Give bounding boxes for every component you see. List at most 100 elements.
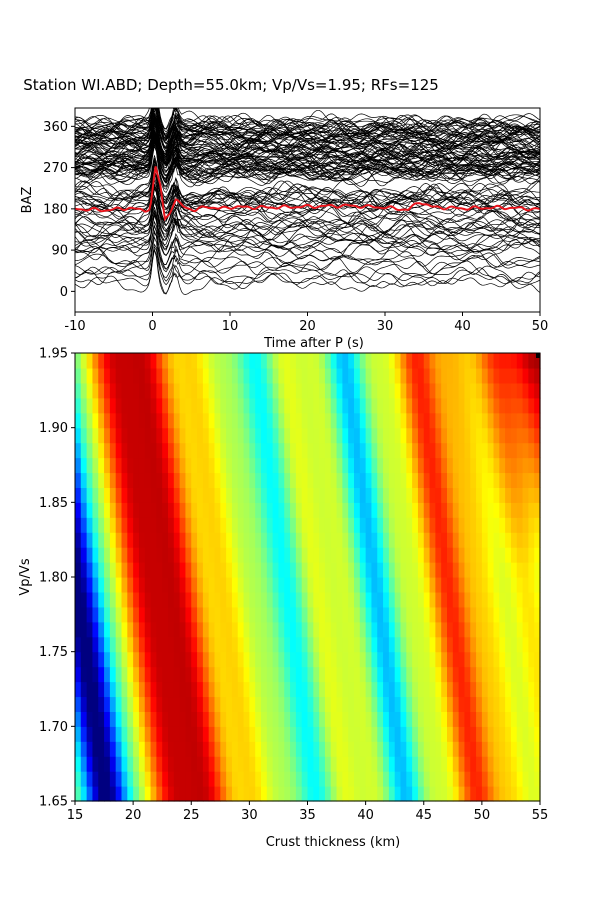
heatmap-cell <box>481 636 489 653</box>
heatmap-cell <box>168 412 175 429</box>
heatmap-cell <box>121 517 128 533</box>
heatmap-cell <box>528 681 535 698</box>
heatmap-cell <box>115 472 123 488</box>
heatmap-cell <box>121 502 128 518</box>
heatmap-cell <box>510 621 518 638</box>
heatmap-cell <box>301 696 309 712</box>
heatmap-cell <box>365 517 373 533</box>
heatmap-cell <box>528 442 535 459</box>
heatmap-cell <box>173 696 181 712</box>
heatmap-cell <box>499 442 506 459</box>
heatmap-cell <box>243 532 250 548</box>
heatmap-cell <box>336 591 343 608</box>
heatmap-cell <box>319 472 326 488</box>
heatmap-cell <box>377 487 384 503</box>
heatmap-cell <box>330 457 338 474</box>
heatmap-cell <box>121 472 128 488</box>
heatmap-cell <box>98 577 105 593</box>
heatmap-cell <box>528 666 535 683</box>
heatmap-cell <box>290 726 297 742</box>
heatmap-cell <box>301 472 309 488</box>
heatmap-cell <box>394 562 402 578</box>
heatmap-cell <box>476 457 483 474</box>
heatmap-cell <box>458 681 466 698</box>
heatmap-cell <box>208 696 216 712</box>
heatmap-cell <box>150 741 157 757</box>
heatmap-cell <box>423 591 431 608</box>
heatmap-cell <box>516 532 524 548</box>
heatmap-cell <box>516 367 524 384</box>
heatmap-cell <box>377 382 384 399</box>
heatmap-cell <box>423 606 431 623</box>
bottom-x-axis-label: Crust thickness (km) <box>266 835 401 850</box>
heatmap-cell <box>330 353 338 369</box>
heatmap-cell <box>284 696 291 712</box>
heatmap-cell <box>365 786 373 802</box>
heatmap-cell <box>109 487 117 503</box>
heatmap-cell <box>447 771 454 787</box>
heatmap-cell <box>510 412 518 429</box>
heatmap-cell <box>499 517 506 533</box>
heatmap-cell <box>278 636 285 653</box>
heatmap-cell <box>336 681 343 698</box>
heatmap-cell <box>307 696 314 712</box>
heatmap-cell <box>476 397 483 414</box>
heatmap-cell <box>371 726 378 742</box>
heatmap-cell <box>295 786 303 802</box>
heatmap-cell <box>249 651 256 668</box>
heatmap-cell <box>324 741 332 757</box>
heatmap-cell <box>121 547 128 563</box>
heatmap-cell <box>237 696 245 712</box>
heatmap-cell <box>516 547 524 563</box>
heatmap-cell <box>290 412 297 429</box>
heatmap-cell <box>330 382 338 399</box>
heatmap-cell <box>406 547 413 563</box>
heatmap-cell <box>237 427 245 444</box>
heatmap-cell <box>237 681 245 698</box>
heatmap-cell <box>266 577 274 593</box>
heatmap-cell <box>150 621 157 638</box>
heatmap-cell <box>173 472 181 488</box>
heatmap-cell <box>383 472 390 488</box>
heatmap-cell <box>109 532 117 548</box>
heatmap-cell <box>476 636 483 653</box>
heatmap-cell <box>249 502 256 518</box>
heatmap-cell <box>371 487 378 503</box>
heatmap-cell <box>208 397 216 414</box>
heatmap-cell <box>435 666 442 683</box>
heatmap-cell <box>365 532 373 548</box>
heatmap-cell <box>249 487 256 503</box>
heatmap-cell <box>121 726 128 742</box>
heatmap-cell <box>359 577 367 593</box>
y-tick-label: 1.75 <box>39 645 68 660</box>
heatmap-cell <box>307 547 314 563</box>
heatmap-cell <box>75 397 82 414</box>
heatmap-cell <box>470 532 477 548</box>
heatmap-cell <box>284 756 291 772</box>
heatmap-cell <box>464 591 471 608</box>
heatmap-cell <box>150 412 157 429</box>
heatmap-cell <box>208 487 216 503</box>
heatmap-cell <box>261 382 268 399</box>
heatmap-cell <box>342 427 349 444</box>
heatmap-cell <box>388 696 396 712</box>
heatmap-cell <box>487 577 495 593</box>
heatmap-cell <box>266 353 274 369</box>
heatmap-cell <box>214 397 221 414</box>
heatmap-cell <box>394 651 402 668</box>
heatmap-cell <box>162 726 169 742</box>
heatmap-cell <box>429 771 436 787</box>
heatmap-cell <box>226 457 233 474</box>
heatmap-cell <box>138 786 146 802</box>
heatmap-cell <box>336 711 343 727</box>
heatmap-cell <box>220 771 227 787</box>
heatmap-cell <box>284 532 291 548</box>
heatmap-cell <box>371 696 378 712</box>
heatmap-cell <box>394 382 402 399</box>
heatmap-cell <box>278 621 285 638</box>
heatmap-cell <box>319 606 326 623</box>
heatmap-cell <box>383 711 390 727</box>
heatmap-cell <box>522 367 529 384</box>
heatmap-cell <box>75 532 82 548</box>
heatmap-cell <box>377 711 384 727</box>
